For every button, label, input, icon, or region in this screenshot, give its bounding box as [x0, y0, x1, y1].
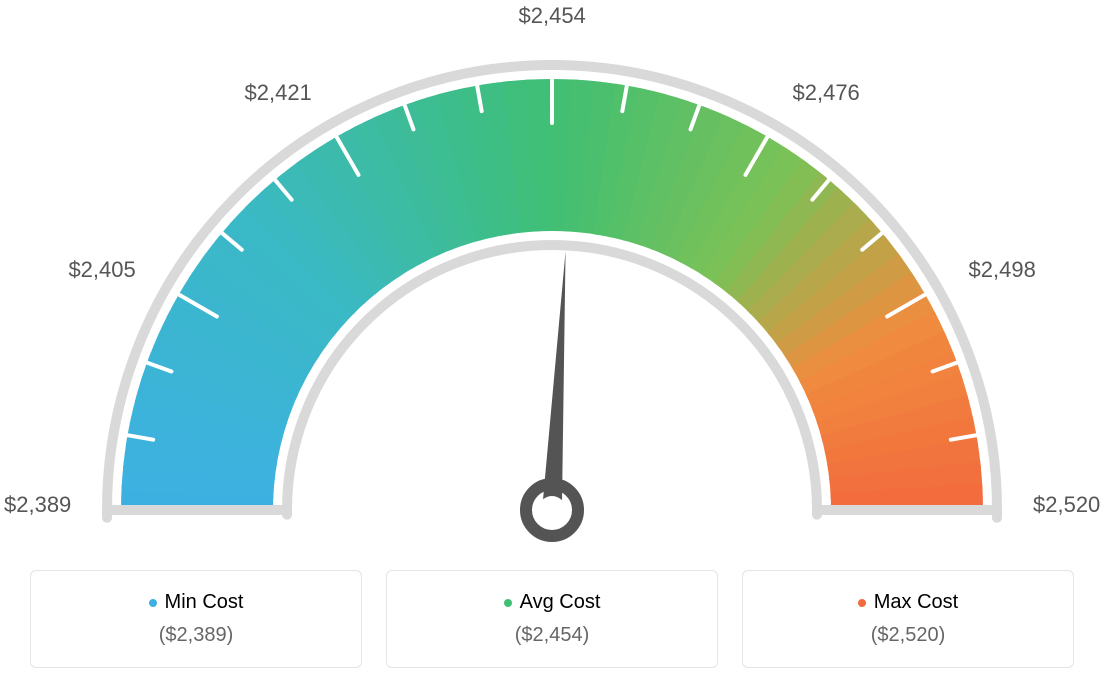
gauge-tick-label: $2,476: [793, 80, 860, 106]
min-cost-card: Min Cost ($2,389): [30, 570, 362, 668]
max-dot-icon: [858, 599, 866, 607]
avg-cost-value: ($2,454): [411, 624, 693, 647]
min-cost-label: Min Cost: [165, 591, 244, 614]
avg-dot-icon: [504, 599, 512, 607]
min-cost-value: ($2,389): [55, 624, 337, 647]
gauge-tick-label: $2,520: [1033, 492, 1100, 518]
min-dot-icon: [149, 599, 157, 607]
gauge-tick-label: $2,405: [68, 257, 135, 283]
max-cost-title: Max Cost: [767, 591, 1049, 614]
min-cost-title: Min Cost: [55, 591, 337, 614]
avg-cost-title: Avg Cost: [411, 591, 693, 614]
avg-cost-card: Avg Cost ($2,454): [386, 570, 718, 668]
gauge-tick-label: $2,389: [4, 492, 71, 518]
gauge-chart: $2,389$2,405$2,421$2,454$2,476$2,498$2,5…: [30, 30, 1074, 560]
avg-cost-label: Avg Cost: [520, 591, 601, 614]
gauge-tick-label: $2,421: [245, 80, 312, 106]
max-cost-label: Max Cost: [874, 591, 958, 614]
gauge-tick-label: $2,498: [969, 257, 1036, 283]
gauge-tick-label: $2,454: [519, 3, 586, 29]
summary-cards: Min Cost ($2,389) Avg Cost ($2,454) Max …: [30, 570, 1074, 668]
gauge-svg: [30, 30, 1074, 560]
max-cost-card: Max Cost ($2,520): [742, 570, 1074, 668]
max-cost-value: ($2,520): [767, 624, 1049, 647]
